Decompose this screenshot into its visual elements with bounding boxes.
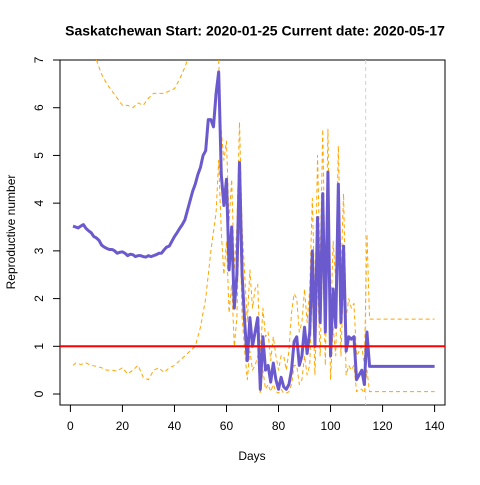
series-line — [218, 59, 435, 371]
x-tick-label: 140 — [425, 419, 445, 433]
x-tick-label: 0 — [67, 419, 74, 433]
y-tick-label: 1 — [32, 343, 46, 350]
x-tick-label: 60 — [220, 419, 234, 433]
plot-frame — [59, 59, 446, 406]
x-tick-label: 20 — [116, 419, 130, 433]
y-tick-label: 3 — [32, 247, 46, 254]
series-line — [72, 159, 435, 395]
y-tick-label: 7 — [32, 56, 46, 63]
y-tick-label: 5 — [32, 152, 46, 159]
x-tick-label: 40 — [168, 419, 182, 433]
y-axis-label: Reproductive number — [4, 175, 18, 290]
series-line — [72, 70, 435, 391]
y-tick-label: 2 — [32, 295, 46, 302]
x-tick-label: 100 — [321, 419, 341, 433]
y-tick-label: 4 — [32, 199, 46, 206]
series-line — [95, 59, 188, 109]
x-tick-label: 120 — [373, 419, 393, 433]
x-axis-label: Days — [238, 449, 265, 463]
y-tick-label: 6 — [32, 104, 46, 111]
x-tick-label: 80 — [272, 419, 286, 433]
chart-title: Saskatchewan Start: 2020-01-25 Current d… — [65, 23, 445, 39]
y-tick-label: 0 — [32, 390, 46, 397]
